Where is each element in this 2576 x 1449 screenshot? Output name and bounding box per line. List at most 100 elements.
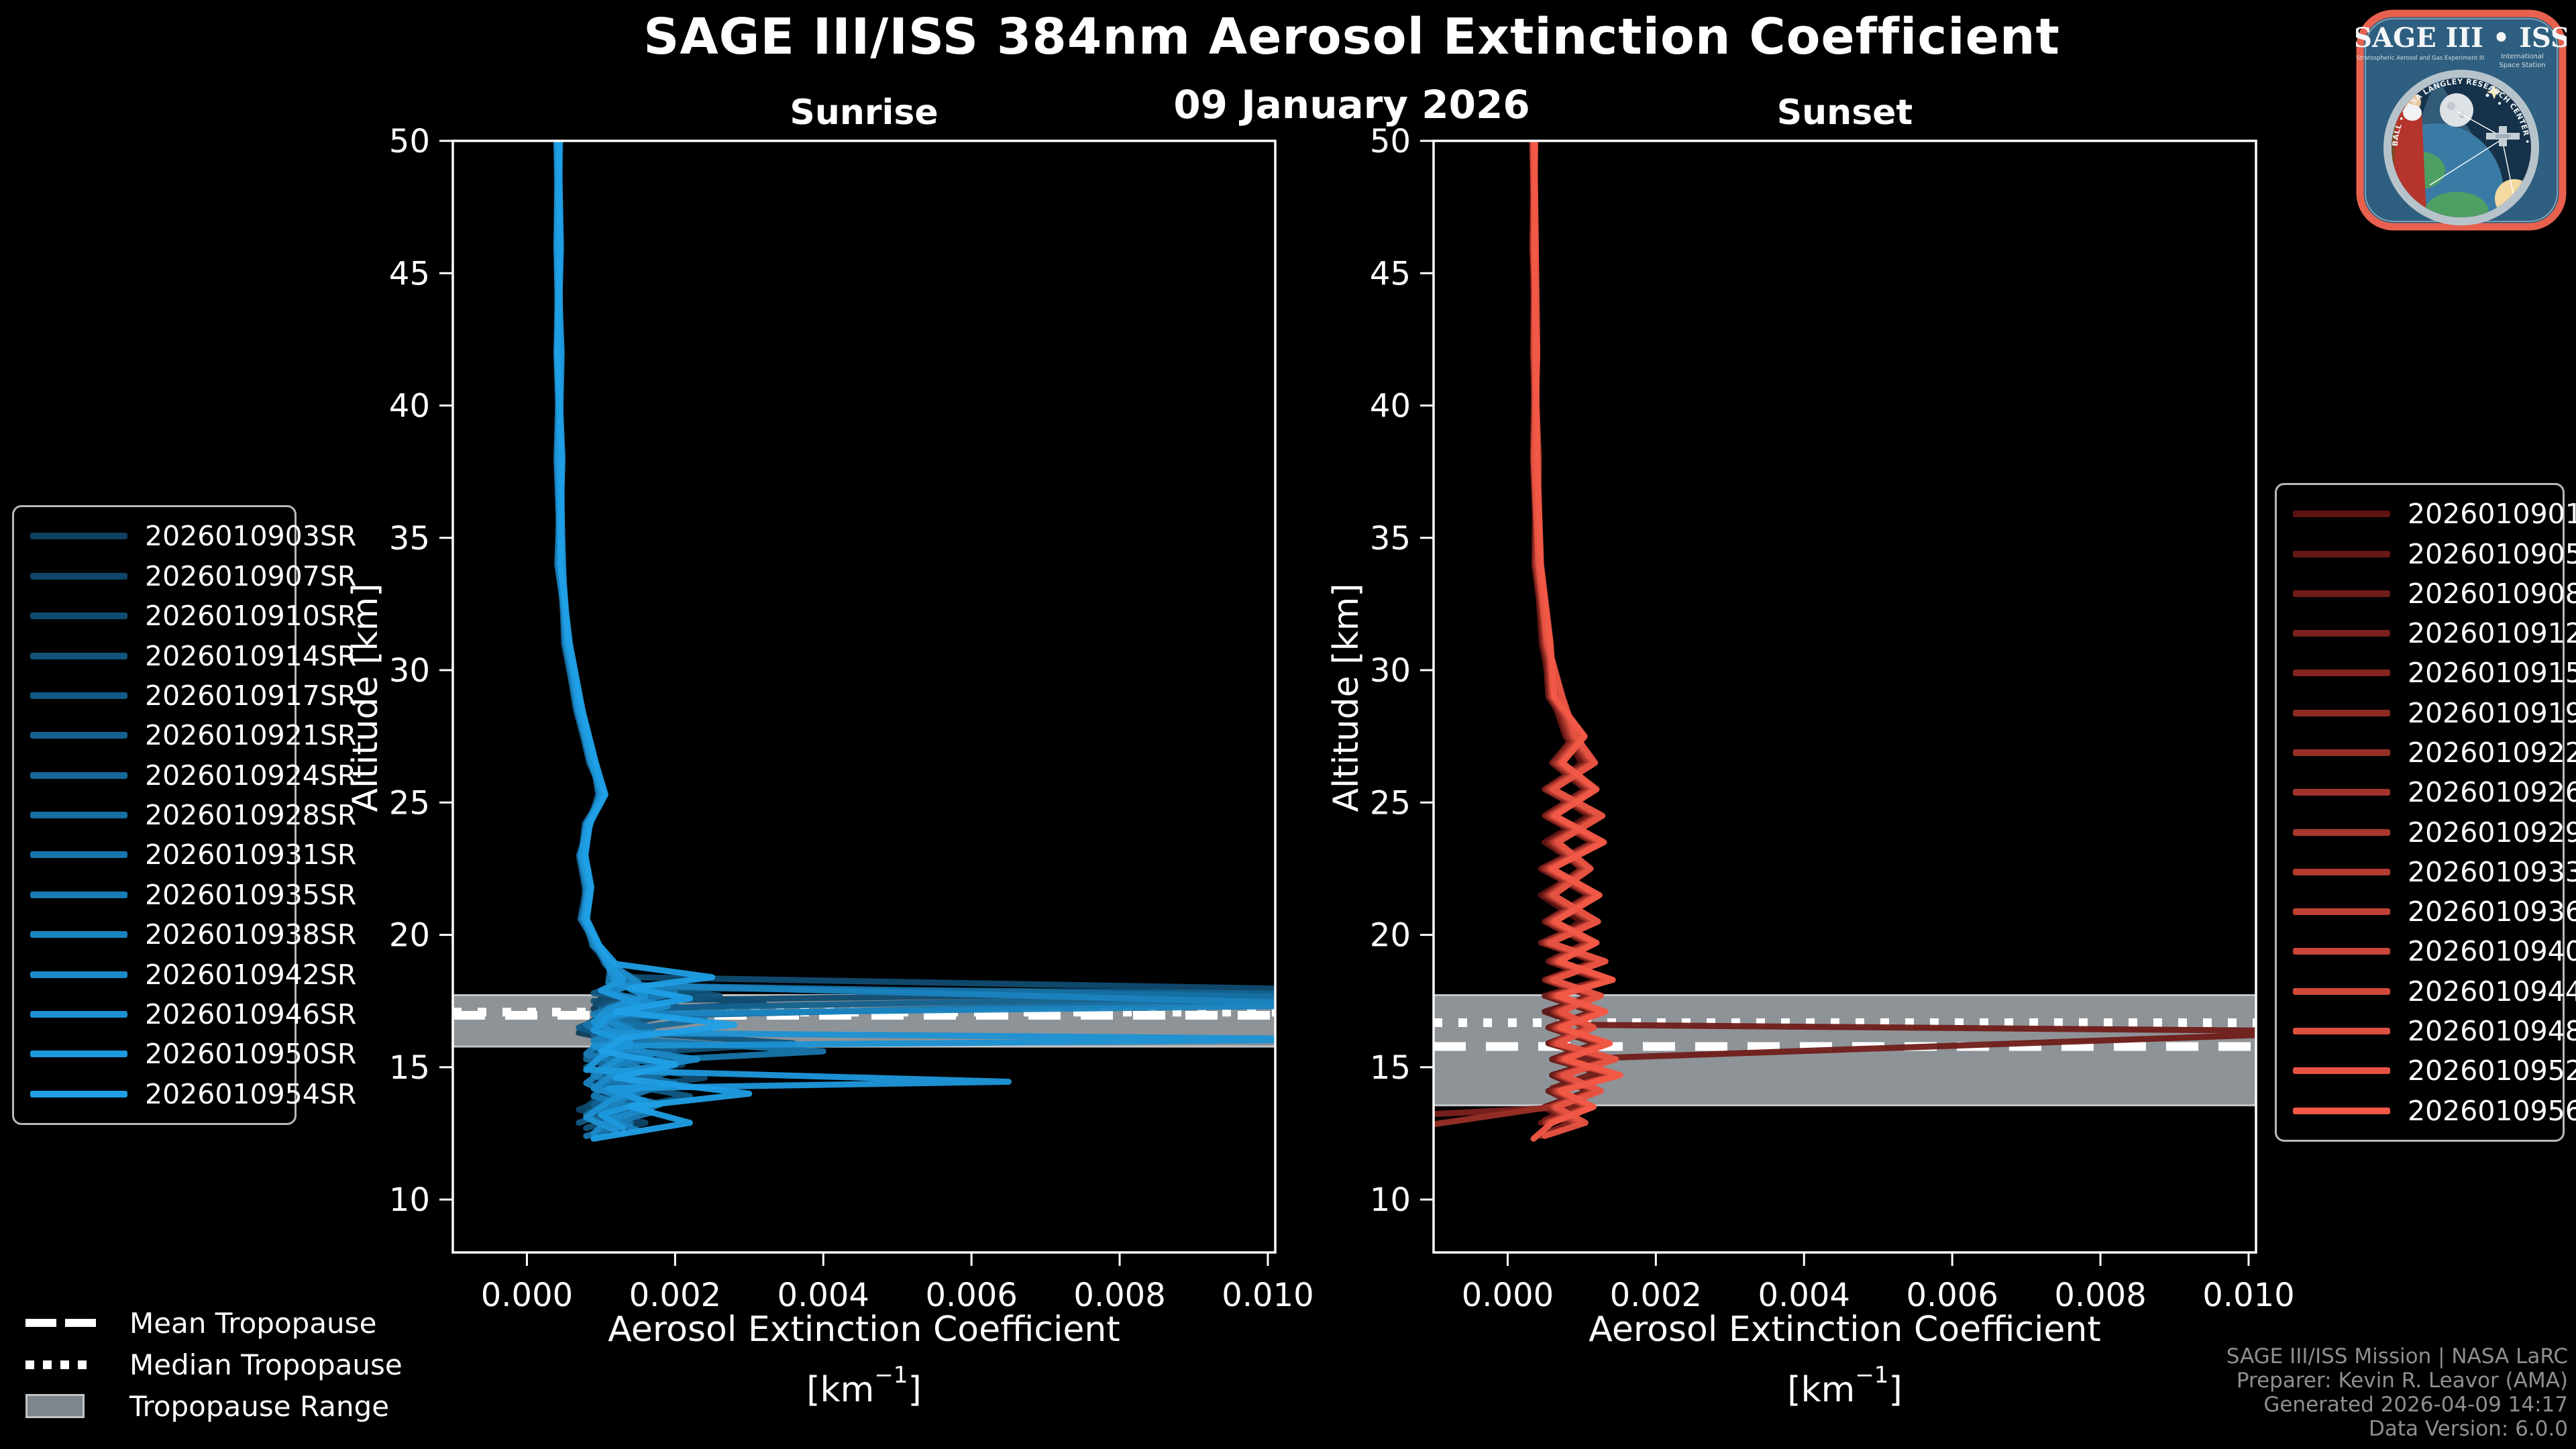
legend-item-2026010938SR: 2026010938SR <box>14 918 356 951</box>
plot-spines <box>451 140 1277 1254</box>
y-tick-label: 40 <box>1370 388 1411 425</box>
y-tick-label: 10 <box>389 1181 430 1219</box>
legend-item-2026010942SR: 2026010942SR <box>14 959 356 991</box>
patch-subtitle-right-2: Space Station <box>2499 62 2545 69</box>
legend-label: 2026010948SS <box>2408 1014 2576 1047</box>
x-tick-label: 0.008 <box>2054 1277 2146 1314</box>
x-tick-label: 0.010 <box>1222 1277 1313 1314</box>
legend-line-sample <box>2293 630 2390 637</box>
x-tick-label: 0.004 <box>777 1277 869 1314</box>
x-tick-label: 0.008 <box>1073 1277 1165 1314</box>
legend-line-sample <box>2293 789 2390 796</box>
legend-label: 2026010952SS <box>2408 1055 2576 1087</box>
legend-line-sample <box>2293 749 2390 756</box>
unit-pre: [km <box>1787 1370 1856 1410</box>
y-tick-label: 50 <box>1370 123 1411 160</box>
legend-line-sample <box>2293 1027 2390 1034</box>
legend-line-sample <box>30 891 127 898</box>
tropopause-range-patch-sample <box>25 1394 109 1418</box>
y-tick-label: 50 <box>389 123 430 160</box>
legend-item-2026010944SS: 2026010944SS <box>2277 975 2576 1008</box>
legend-line-sample <box>2293 709 2390 716</box>
median-tropopause-dot-sample <box>25 1360 109 1369</box>
legend-line-sample <box>30 971 127 978</box>
legend-line-sample <box>2293 908 2390 916</box>
patch-figure-beard <box>2403 105 2422 121</box>
x-tick-label: 0.006 <box>925 1277 1017 1314</box>
unit-post: ] <box>1888 1370 1902 1410</box>
x-tick-label: 0.000 <box>1462 1277 1554 1314</box>
legend-line-sample <box>2293 987 2390 995</box>
y-tick-label: 15 <box>389 1049 430 1087</box>
legend-label: 2026010935SR <box>145 878 357 911</box>
legend-line-sample <box>30 732 127 739</box>
x-tick-label: 0.004 <box>1758 1277 1850 1314</box>
sunrise-panel-title: Sunrise <box>790 93 938 133</box>
legend-line-sample <box>2293 948 2390 955</box>
y-tick-label: 35 <box>1370 520 1411 557</box>
y-tick-label: 25 <box>389 784 430 822</box>
y-tick-label: 15 <box>1370 1049 1411 1087</box>
patch-subtitle-left: Stratospheric Aerosol and Gas Experiment… <box>2357 55 2485 62</box>
legend-label: 2026010956SS <box>2408 1094 2576 1127</box>
sunset-panel: 0.000 0.002 0.004 0.006 0.008 0.010 10 15 20 25 30… <box>1370 123 2295 1314</box>
legend-label: 2026010946SR <box>145 998 357 1030</box>
legend-item-2026010935SR: 2026010935SR <box>14 879 356 911</box>
unit-sup: −1 <box>1855 1362 1889 1389</box>
legend-item-2026010956SS: 2026010956SS <box>2277 1095 2576 1127</box>
y-tick-label: 30 <box>1370 652 1411 690</box>
profile-line-2026010908SS <box>1529 141 2256 1124</box>
mission-credits: SAGE III/ISS Mission | NASA LaRC Prepare… <box>2226 1344 2568 1441</box>
legend-line-sample <box>2293 669 2390 677</box>
legend-line-sample <box>30 812 127 818</box>
legend-line-sample <box>2293 1067 2390 1075</box>
sunrise-legend: 2026010903SR 2026010907SR 2026010910SR 2026… <box>12 505 356 1125</box>
patch-subtitle-right-1: International <box>2501 53 2544 60</box>
legend-item-2026010922SS: 2026010922SS <box>2277 737 2576 769</box>
patch-moon <box>2440 93 2473 127</box>
sunrise-panel: 0.000 0.002 0.004 0.006 0.008 0.010 10 15 20 25 30… <box>389 123 1314 1314</box>
y-tick-label: 20 <box>1370 917 1411 955</box>
legend-item-2026010903SR: 2026010903SR <box>14 520 356 552</box>
legend-item-2026010917SR: 2026010917SR <box>14 680 356 712</box>
legend-label: 2026010901SS <box>2408 498 2576 531</box>
legend-line-sample <box>30 851 127 859</box>
legend-label: 2026010903SR <box>145 520 357 553</box>
legend-label: 2026010942SR <box>145 958 357 991</box>
legend-item-2026010915SS: 2026010915SS <box>2277 657 2576 689</box>
legend-line-sample <box>2293 1107 2390 1114</box>
patch-iss <box>2486 126 2520 146</box>
legend-item-2026010954SR: 2026010954SR <box>14 1078 356 1110</box>
legend-item-2026010907SR: 2026010907SR <box>14 560 356 592</box>
legend-line-sample <box>30 572 127 580</box>
legend-item-2026010912SS: 2026010912SS <box>2277 617 2576 649</box>
x-tick-label: 0.010 <box>2202 1277 2294 1314</box>
legend-line-sample <box>2293 828 2390 836</box>
x-tick-label: 0.002 <box>629 1277 721 1314</box>
plot-spines <box>1432 140 2257 1254</box>
tropopause-legend: Mean Tropopause Median Tropopause Tropop… <box>25 1307 402 1423</box>
unit-post: ] <box>908 1370 922 1410</box>
y-tick-label: 45 <box>389 255 430 292</box>
legend-label: 2026010936SS <box>2408 896 2576 928</box>
legend-item-2026010905SS: 2026010905SS <box>2277 538 2576 570</box>
mean-tropopause-legend-row: Mean Tropopause <box>25 1307 402 1340</box>
legend-label: 2026010950SR <box>145 1038 357 1071</box>
legend-label: 2026010940SS <box>2408 935 2576 968</box>
credit-line-preparer: Preparer: Kevin R. Leavor (AMA) <box>2236 1368 2568 1393</box>
legend-label: 2026010914SR <box>145 639 357 672</box>
sunset-yaxis-label: Altitude [km] <box>1326 583 1366 812</box>
legend-label: 2026010917SR <box>145 679 357 712</box>
legend-label: 2026010944SS <box>2408 975 2576 1008</box>
legend-label: 2026010915SS <box>2408 657 2576 690</box>
legend-item-2026010919SS: 2026010919SS <box>2277 697 2576 729</box>
y-tick-label: 10 <box>1370 1181 1411 1219</box>
y-tick-label: 30 <box>389 652 430 690</box>
profile-line-2026010954SR <box>554 141 753 1142</box>
legend-line-sample <box>30 692 127 699</box>
legend-label: 2026010922SS <box>2408 736 2576 769</box>
legend-line-sample <box>30 612 127 620</box>
legend-item-2026010926SS: 2026010926SS <box>2277 776 2576 808</box>
legend-item-2026010940SS: 2026010940SS <box>2277 935 2576 967</box>
